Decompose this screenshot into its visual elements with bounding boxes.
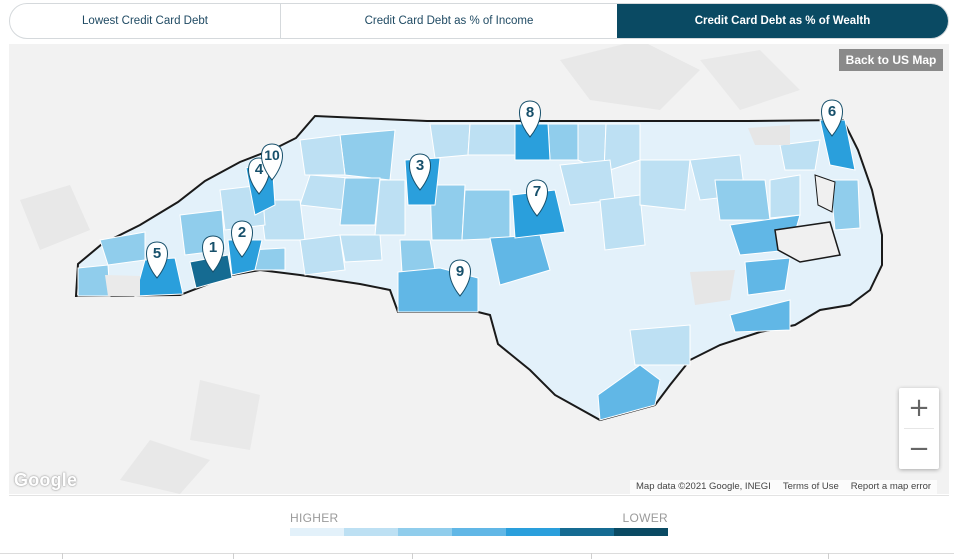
svg-text:7: 7: [533, 183, 541, 200]
map-canvas[interactable]: 1 2 3 4 5 6 7 8: [9, 44, 949, 494]
google-logo[interactable]: Google: [14, 470, 78, 490]
map-attribution: Map data ©2021 Google, INEGI Terms of Us…: [630, 480, 938, 494]
map-pin-8[interactable]: 8: [519, 100, 541, 138]
column-divider: [828, 553, 829, 559]
legend-swatch-7: [614, 528, 668, 536]
column-divider: [412, 553, 413, 559]
tab-lowest-credit-card-debt[interactable]: Lowest Credit Card Debt: [82, 15, 208, 27]
map-pin-6[interactable]: 6: [821, 99, 843, 137]
legend-swatch-1: [290, 528, 344, 536]
svg-text:4: 4: [255, 161, 264, 178]
legend-swatch-6: [560, 528, 614, 536]
legend-lower-label: LOWER: [622, 511, 668, 525]
back-to-us-map-button[interactable]: Back to US Map: [839, 49, 943, 71]
column-divider: [233, 553, 234, 559]
column-divider: [62, 553, 63, 559]
svg-text:8: 8: [526, 104, 534, 121]
svg-text:10: 10: [264, 147, 280, 163]
legend-swatch-5: [506, 528, 560, 536]
svg-text:1: 1: [209, 239, 217, 256]
tab-debt-percent-wealth[interactable]: Credit Card Debt as % of Wealth: [617, 4, 948, 38]
zoom-out-button[interactable]: −: [908, 434, 930, 464]
tab-debt-percent-income[interactable]: Credit Card Debt as % of Income: [280, 4, 617, 38]
map-pin-7[interactable]: 7: [526, 179, 548, 217]
column-divider: [591, 553, 592, 559]
svg-text:3: 3: [416, 157, 424, 174]
report-map-error-link[interactable]: Report a map error: [850, 481, 932, 492]
legend-swatch-3: [398, 528, 452, 536]
svg-text:2: 2: [238, 224, 246, 241]
legend-higher-label: HIGHER: [290, 511, 339, 525]
map-pin-3[interactable]: 3: [409, 153, 431, 191]
map-pin-10[interactable]: 10: [261, 143, 283, 181]
tab-bar: Lowest Credit Card Debt Credit Card Debt…: [9, 3, 949, 39]
legend-swatch-4: [452, 528, 506, 536]
svg-text:9: 9: [456, 263, 464, 280]
zoom-control: + −: [899, 388, 939, 469]
nc-county-map: 1 2 3 4 5 6 7 8: [20, 44, 883, 494]
svg-text:6: 6: [828, 103, 836, 120]
map-pin-1[interactable]: 1: [202, 235, 224, 273]
map-bottom-divider: [9, 495, 949, 496]
map-pin-2[interactable]: 2: [231, 220, 253, 258]
legend-swatch-2: [344, 528, 398, 536]
map-data-credit: Map data ©2021 Google, INEGI: [636, 481, 771, 492]
terms-of-use-link[interactable]: Terms of Use: [782, 481, 839, 492]
table-top-border: [0, 553, 954, 554]
svg-text:5: 5: [153, 245, 161, 262]
zoom-divider: [904, 428, 934, 429]
color-legend: HIGHER LOWER: [290, 511, 668, 536]
background-terrain: [20, 44, 800, 494]
zoom-in-button[interactable]: +: [908, 393, 930, 423]
map-pin-5[interactable]: 5: [146, 241, 168, 279]
coastal-water: [105, 125, 841, 305]
map-pin-9[interactable]: 9: [449, 259, 471, 297]
legend-color-scale: [290, 528, 668, 536]
